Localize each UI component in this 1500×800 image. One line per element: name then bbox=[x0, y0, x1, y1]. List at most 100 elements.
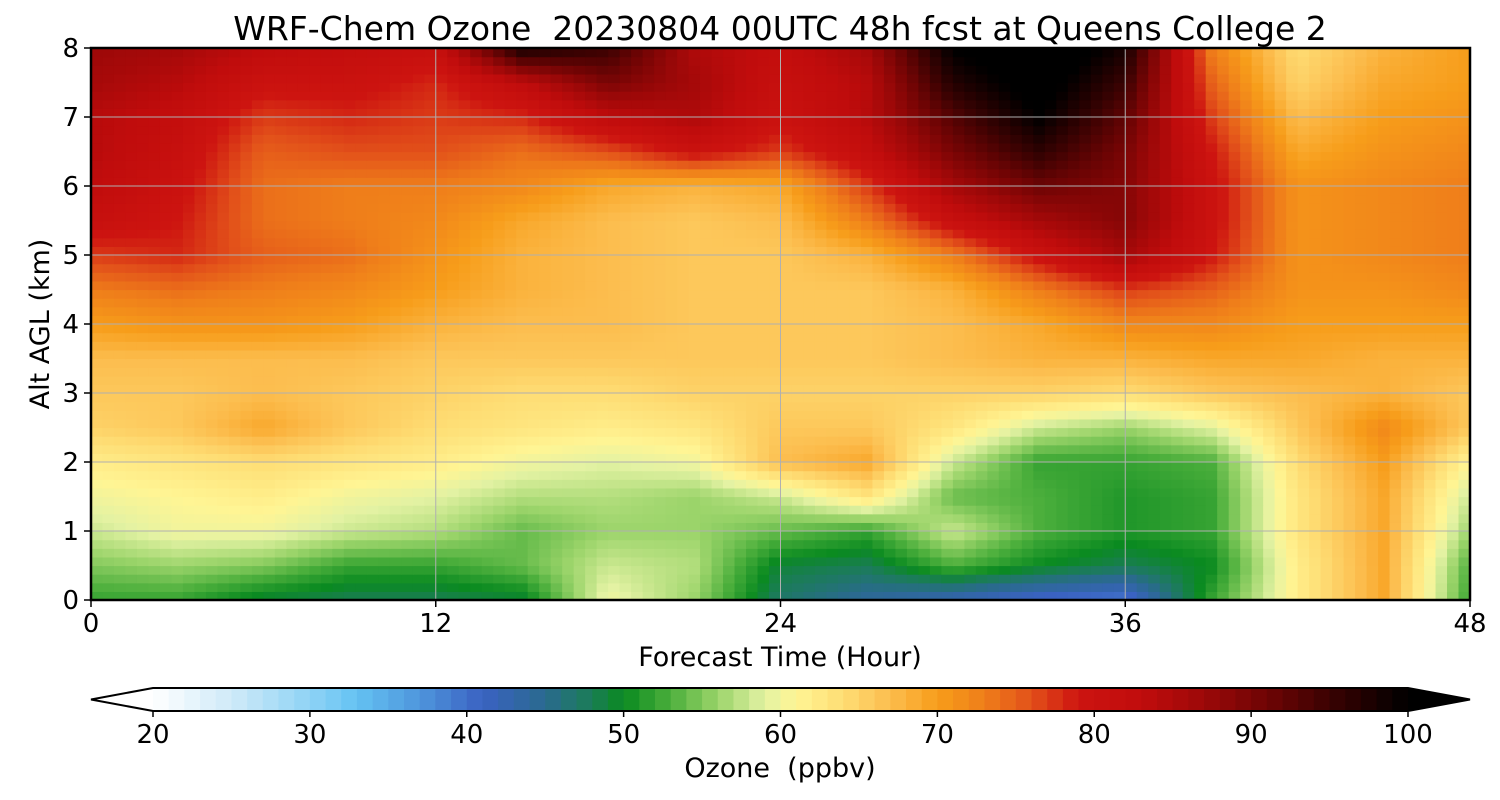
heatmap-cell bbox=[837, 418, 851, 429]
heatmap-cell bbox=[1378, 582, 1391, 592]
heatmap-cell bbox=[355, 462, 368, 472]
heatmap-cell bbox=[91, 298, 104, 308]
heatmap-cell bbox=[1228, 582, 1241, 592]
heatmap-cell bbox=[849, 280, 862, 291]
heatmap-cell bbox=[596, 393, 609, 403]
heatmap-cell bbox=[780, 427, 793, 437]
heatmap-cell bbox=[217, 574, 230, 584]
heatmap-cell bbox=[1228, 591, 1241, 601]
heatmap-cell bbox=[1389, 375, 1402, 385]
heatmap-cell bbox=[401, 522, 414, 532]
heatmap-cell bbox=[378, 367, 391, 377]
heatmap-cell bbox=[263, 289, 276, 299]
heatmap-cell bbox=[849, 384, 862, 394]
heatmap-cell bbox=[274, 470, 287, 480]
heatmap-cell bbox=[791, 427, 805, 437]
heatmap-cell bbox=[1366, 332, 1379, 342]
heatmap-cell bbox=[1343, 315, 1356, 325]
heatmap-cell bbox=[378, 479, 391, 489]
heatmap-cell bbox=[987, 280, 1000, 291]
heatmap-cell bbox=[803, 246, 816, 256]
heatmap-cell bbox=[1205, 539, 1218, 549]
heatmap-cell bbox=[1343, 255, 1356, 265]
heatmap-cell bbox=[320, 436, 333, 446]
heatmap-cell bbox=[1021, 410, 1034, 420]
heatmap-cell bbox=[1182, 427, 1195, 437]
heatmap-cell bbox=[1102, 255, 1115, 265]
heatmap-cell bbox=[814, 384, 828, 394]
heatmap-cell bbox=[975, 306, 988, 316]
heatmap-cell bbox=[102, 306, 115, 316]
heatmap-cell bbox=[1171, 332, 1184, 342]
heatmap-cell bbox=[1320, 574, 1333, 584]
heatmap-cell bbox=[608, 462, 621, 472]
heatmap-cell bbox=[1320, 367, 1333, 377]
heatmap-cell bbox=[148, 341, 161, 351]
heatmap-cell bbox=[1412, 280, 1425, 291]
heatmap-cell bbox=[746, 453, 759, 463]
heatmap-cell bbox=[918, 462, 931, 472]
heatmap-cell bbox=[447, 427, 460, 437]
heatmap-cell bbox=[1125, 289, 1138, 299]
heatmap-cell bbox=[1102, 298, 1115, 308]
heatmap-cell bbox=[1113, 410, 1126, 420]
heatmap-cell bbox=[412, 418, 425, 429]
heatmap-cell bbox=[297, 315, 310, 325]
heatmap-cell bbox=[1389, 470, 1402, 480]
heatmap-cell bbox=[412, 548, 425, 558]
heatmap-cell bbox=[1424, 548, 1437, 558]
heatmap-cell bbox=[619, 324, 632, 334]
heatmap-cell bbox=[136, 315, 150, 325]
heatmap-cell bbox=[504, 418, 517, 429]
heatmap-cell bbox=[1309, 306, 1322, 316]
heatmap-cell bbox=[1458, 272, 1471, 282]
heatmap-cell bbox=[1343, 280, 1356, 291]
heatmap-cell bbox=[1033, 289, 1046, 299]
heatmap-cell bbox=[274, 505, 287, 515]
heatmap-cell bbox=[631, 582, 644, 592]
heatmap-cell bbox=[1309, 263, 1322, 273]
heatmap-cell bbox=[906, 393, 919, 403]
heatmap-cell bbox=[941, 556, 954, 567]
heatmap-cell bbox=[642, 255, 655, 265]
heatmap-cell bbox=[757, 332, 770, 342]
heatmap-cell bbox=[734, 427, 747, 437]
heatmap-cell bbox=[550, 358, 563, 368]
heatmap-cell bbox=[723, 591, 736, 601]
heatmap-cell bbox=[332, 367, 345, 377]
heatmap-cell bbox=[1033, 487, 1046, 498]
heatmap-cell bbox=[527, 591, 540, 601]
heatmap-cell bbox=[769, 556, 782, 567]
heatmap-cell bbox=[1458, 539, 1471, 549]
heatmap-cell bbox=[906, 427, 919, 437]
heatmap-cell bbox=[803, 462, 816, 472]
heatmap-cell bbox=[217, 324, 230, 334]
heatmap-cell bbox=[1401, 332, 1414, 342]
heatmap-cell bbox=[746, 384, 759, 394]
heatmap-cell bbox=[125, 306, 138, 316]
heatmap-cell bbox=[631, 539, 644, 549]
heatmap-cell bbox=[929, 324, 942, 334]
heatmap-cell bbox=[826, 470, 839, 480]
heatmap-cell bbox=[1297, 324, 1310, 334]
heatmap-cell bbox=[1378, 556, 1391, 567]
heatmap-cell bbox=[366, 358, 379, 368]
heatmap-cell bbox=[860, 272, 874, 282]
heatmap-cell bbox=[780, 367, 793, 377]
heatmap-cell bbox=[1125, 487, 1138, 498]
heatmap-cell bbox=[860, 453, 874, 463]
heatmap-cell bbox=[608, 522, 621, 532]
heatmap-cell bbox=[688, 289, 701, 299]
heatmap-cell bbox=[757, 298, 770, 308]
heatmap-cell bbox=[343, 565, 356, 575]
heatmap-cell bbox=[1148, 393, 1161, 403]
heatmap-cell bbox=[1079, 349, 1092, 360]
heatmap-cell bbox=[1435, 418, 1448, 429]
heatmap-cell bbox=[297, 272, 310, 282]
heatmap-cell bbox=[642, 556, 655, 567]
heatmap-cell bbox=[366, 246, 379, 256]
heatmap-cell bbox=[573, 479, 586, 489]
heatmap-cell bbox=[1205, 470, 1218, 480]
heatmap-cell bbox=[1343, 582, 1356, 592]
heatmap-cell bbox=[102, 539, 115, 549]
